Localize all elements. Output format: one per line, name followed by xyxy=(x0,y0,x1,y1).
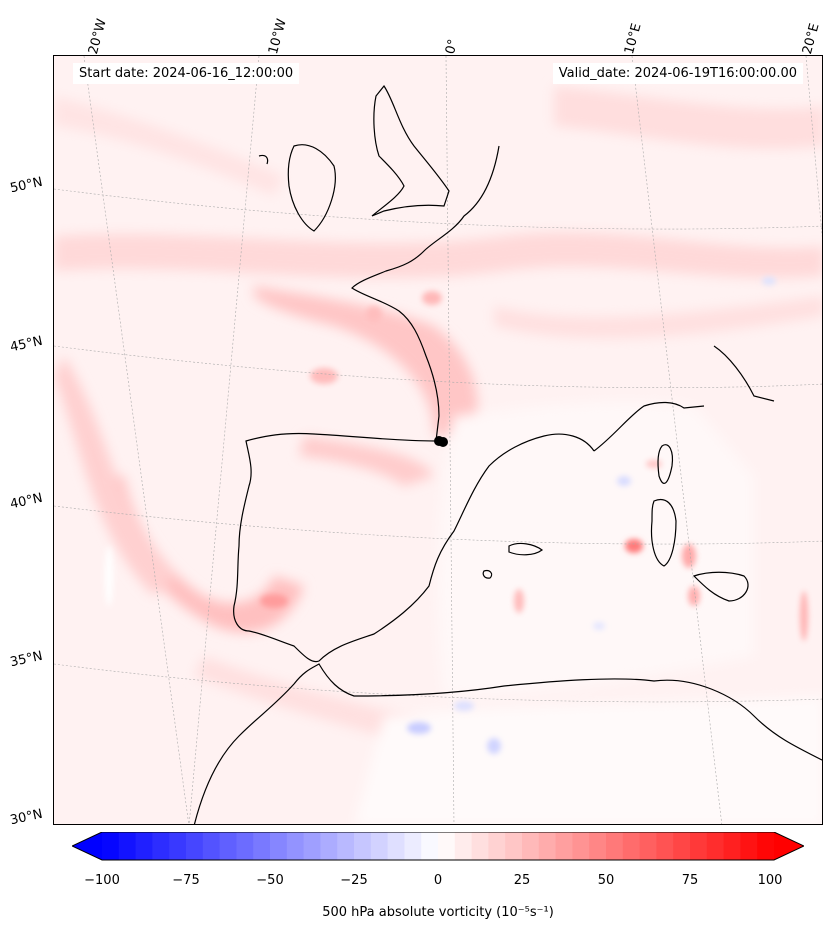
colorbar-segment xyxy=(303,832,321,860)
lon-label-10w: 10°W xyxy=(266,17,290,56)
colorbar-segment xyxy=(202,832,221,860)
colorbar-segment xyxy=(438,832,456,860)
colorbar-tick: −75 xyxy=(172,873,200,888)
colorbar-segment xyxy=(673,832,691,860)
colorbar-segment xyxy=(421,832,439,860)
start-date-label: Start date: 2024-06-16_12:00:00 xyxy=(73,63,300,84)
colorbar-tick: 100 xyxy=(757,873,783,888)
colorbar-segment xyxy=(538,832,557,860)
lat-label-35n: 35°N xyxy=(8,648,44,671)
lon-label-20w: 20°W xyxy=(86,17,110,56)
colorbar-tick: 75 xyxy=(681,873,699,888)
colorbar-segment xyxy=(152,832,170,860)
vorticity-features xyxy=(105,277,808,754)
colorbar-segment xyxy=(505,832,523,860)
colorbar-segment xyxy=(656,832,674,860)
colorbar-segment xyxy=(337,832,355,860)
colorbar-segment xyxy=(706,832,725,860)
colorbar-tick: 0 xyxy=(433,873,443,888)
colorbar-segment xyxy=(169,832,187,860)
colorbar-segment xyxy=(488,832,506,860)
colorbar-segment xyxy=(102,832,120,860)
colorbar xyxy=(72,832,804,861)
map-panel xyxy=(53,55,823,825)
colorbar-segment xyxy=(387,832,405,860)
coastlines xyxy=(193,84,822,824)
colorbar-segment xyxy=(370,832,389,860)
colorbar-segment xyxy=(555,832,573,860)
vorticity-shading xyxy=(54,86,822,776)
colorbar-segment xyxy=(471,832,489,860)
colorbar-segment xyxy=(589,832,607,860)
colorbar-outline xyxy=(72,832,804,861)
colorbar-segment xyxy=(219,832,237,860)
colorbar-segment xyxy=(622,832,641,860)
graticule xyxy=(54,56,822,824)
colorbar-segment xyxy=(757,832,775,860)
colorbar-segment xyxy=(740,832,758,860)
colorbar-segment xyxy=(320,832,338,860)
colorbar-tick: −50 xyxy=(256,873,284,888)
colorbar-label: 500 hPa absolute vorticity (10⁻⁵s⁻¹) xyxy=(322,905,554,920)
lon-label-10e: 10°E xyxy=(622,21,645,56)
colorbar-segment xyxy=(118,832,137,860)
colorbar-segment xyxy=(286,832,305,860)
lat-label-40n: 40°N xyxy=(8,490,44,513)
colorbar-segment xyxy=(690,832,708,860)
lon-label-20e: 20°E xyxy=(800,21,823,56)
colorbar-segment xyxy=(236,832,254,860)
colorbar-min-extend xyxy=(72,832,102,860)
vorticity-map xyxy=(54,56,822,824)
colorbar-tick: −25 xyxy=(340,873,368,888)
colorbar-segment xyxy=(572,832,590,860)
lat-label-30n: 30°N xyxy=(8,806,44,829)
lat-label-45n: 45°N xyxy=(8,333,44,356)
colorbar-segment xyxy=(606,832,624,860)
colorbar-segment xyxy=(454,832,473,860)
colorbar-tick: 50 xyxy=(597,873,615,888)
colorbar-segment xyxy=(186,832,204,860)
colorbar-segment xyxy=(522,832,540,860)
lat-label-50n: 50°N xyxy=(8,174,44,197)
lon-label-0: 0° xyxy=(443,37,462,56)
colorbar-segment xyxy=(404,832,422,860)
colorbar-segment xyxy=(253,832,271,860)
colorbar-segment xyxy=(270,832,288,860)
valid-date-label: Valid_date: 2024-06-19T16:00:00.00 xyxy=(552,63,803,84)
location-marker xyxy=(434,436,448,447)
colorbar-tick: 25 xyxy=(513,873,531,888)
colorbar-tick: −100 xyxy=(84,873,120,888)
colorbar-segment xyxy=(639,832,657,860)
colorbar-segment xyxy=(354,832,372,860)
colorbar-segment xyxy=(723,832,741,860)
colorbar-segment xyxy=(135,832,153,860)
colorbar-max-extend xyxy=(774,832,804,860)
